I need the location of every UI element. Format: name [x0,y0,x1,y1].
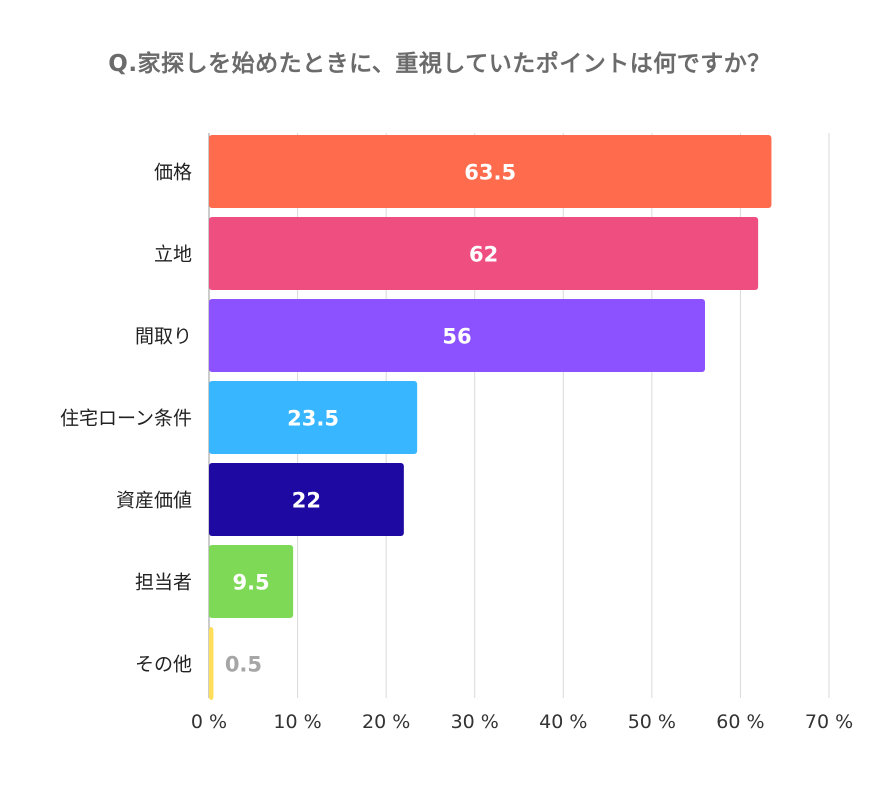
chart-title: Q.家探しを始めたときに、重視していたポイントは何ですか？ [108,51,771,77]
category-label: 担当者 [135,572,192,594]
category-label: 立地 [154,244,192,266]
bar [209,299,705,372]
value-label: 0.5 [225,653,262,677]
x-tick-label: 20 % [362,711,410,733]
x-tick-label: 30 % [451,711,499,733]
value-label: 23.5 [287,407,339,431]
bar [209,135,772,208]
bar [209,627,214,700]
x-axis-ticks: 0 % 10 % 20 % 30 % 40 % 50 % 60 % 70 % [191,711,853,733]
bars [209,135,772,700]
bar [209,463,404,536]
value-label: 9.5 [232,571,269,595]
category-label: その他 [135,654,192,676]
value-label: 56 [442,325,471,349]
value-label: 62 [469,243,498,267]
value-label: 22 [292,489,321,513]
x-tick-label: 70 % [805,711,853,733]
category-label: 資産価値 [116,490,192,512]
x-tick-label: 0 % [191,711,227,733]
category-label: 価格 [154,162,192,184]
x-tick-label: 40 % [539,711,587,733]
bar [209,217,759,290]
x-tick-label: 10 % [273,711,321,733]
bar [209,381,418,454]
x-tick-label: 60 % [716,711,764,733]
value-label: 63.5 [464,161,516,185]
value-labels: 63.5 62 56 23.5 22 9.5 0.5 [225,161,516,677]
category-label: 住宅ローン条件 [60,408,192,430]
x-tick-label: 50 % [628,711,676,733]
bar [209,545,294,618]
category-label: 間取り [135,326,192,348]
